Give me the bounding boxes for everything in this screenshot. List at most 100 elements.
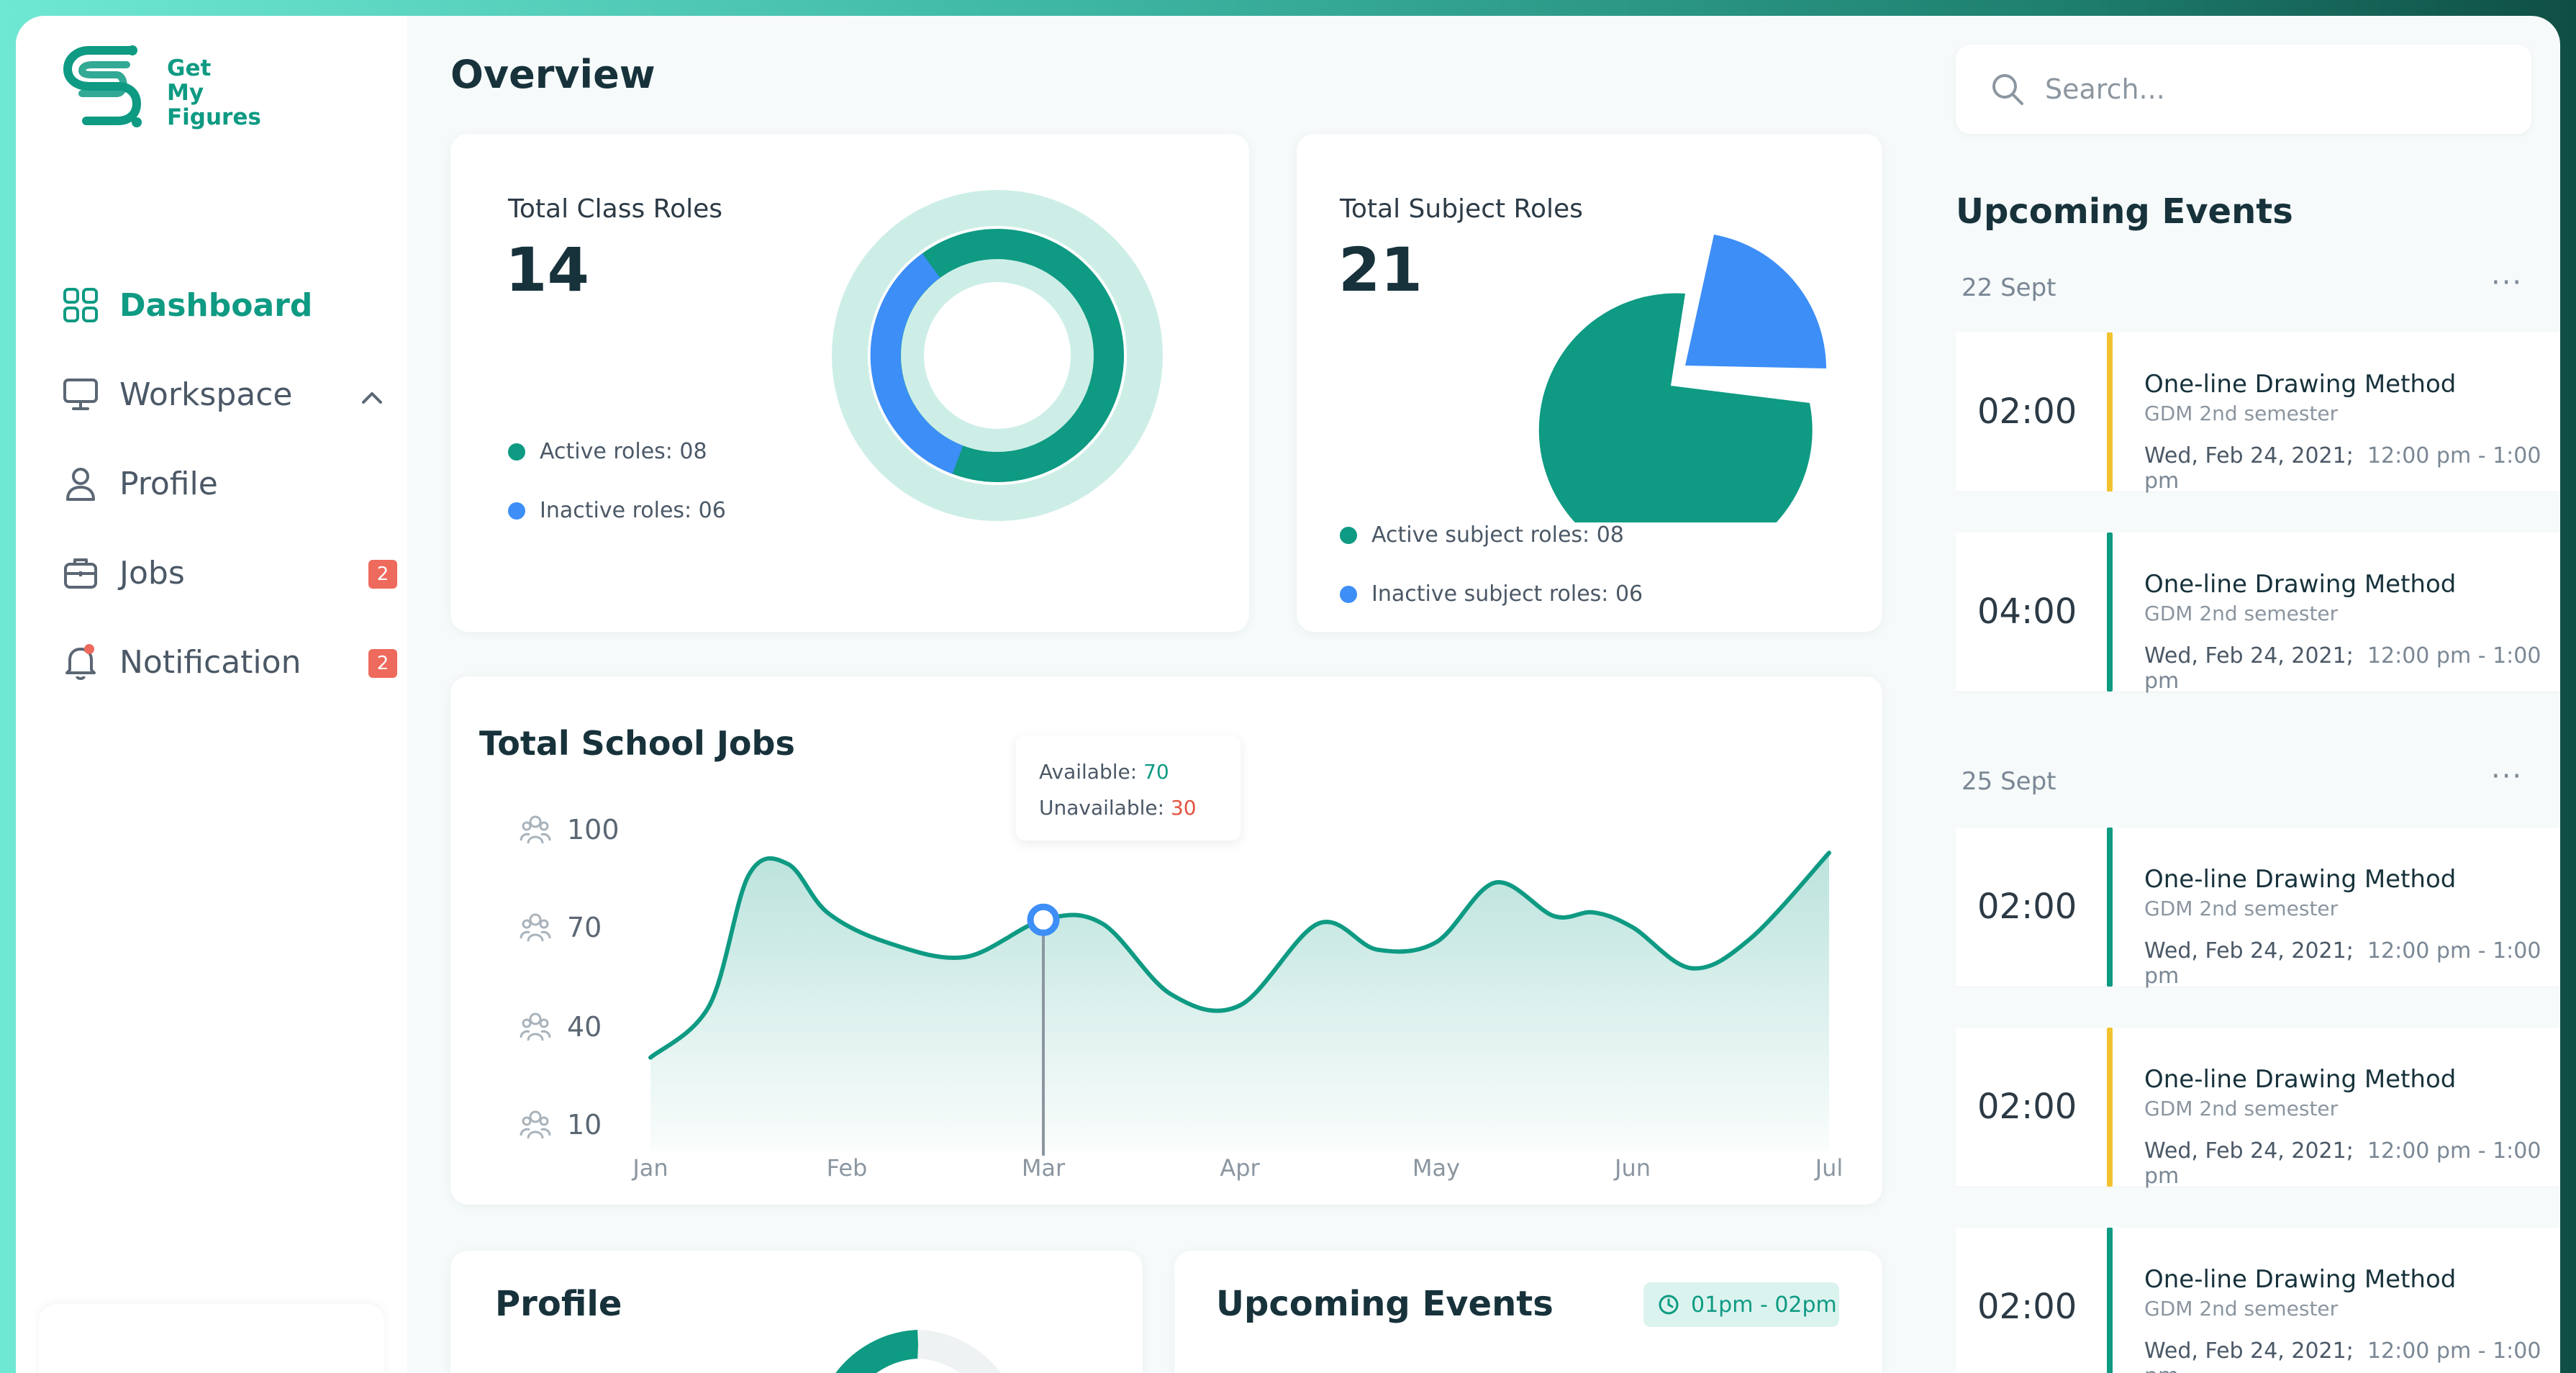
pie-active-slice bbox=[1538, 293, 1813, 522]
event-datetime: Wed, Feb 24, 2021; 12:00 pm - 1:00 pm bbox=[2144, 1338, 2560, 1373]
legend-dot-active bbox=[1340, 526, 1357, 544]
event-date: Wed, Feb 24, 2021; bbox=[2144, 443, 2354, 468]
time-range-label: 01pm - 02pm bbox=[1691, 1292, 1837, 1318]
user-icon bbox=[60, 463, 101, 504]
event-subtitle: GDM 2nd semester bbox=[2144, 402, 2339, 425]
profile-donut-segment bbox=[835, 1330, 920, 1373]
event-accent-bar bbox=[2107, 332, 2113, 491]
chart-tooltip: Available: 70 Unavailable: 30 bbox=[1016, 735, 1241, 840]
sidebar-item-label: Workspace bbox=[119, 376, 293, 413]
y-tick: 70 bbox=[520, 912, 602, 943]
legend-label: Inactive roles: 06 bbox=[540, 498, 726, 523]
class-roles-donut bbox=[832, 190, 1163, 521]
school-jobs-chart: 100 70 40 10 Jan Feb Mar Apr May Jun Jul bbox=[520, 814, 1843, 1182]
legend-label: Active roles: 08 bbox=[540, 439, 707, 464]
event-accent-bar bbox=[2107, 1028, 2113, 1187]
y-axis: 100 70 40 10 bbox=[520, 814, 620, 1141]
monitor-icon bbox=[60, 374, 101, 414]
tooltip-unavailable-label: Unavailable: bbox=[1039, 796, 1165, 820]
y-tick-label: 40 bbox=[567, 1011, 602, 1043]
event-title: One-line Drawing Method bbox=[2144, 1065, 2457, 1094]
event-date: Wed, Feb 24, 2021; bbox=[2144, 1338, 2354, 1364]
y-tick: 40 bbox=[520, 1011, 602, 1043]
tooltip-unavailable-value: 30 bbox=[1170, 796, 1197, 820]
event-subtitle: GDM 2nd semester bbox=[2144, 1097, 2339, 1120]
sidebar-item-label: Notification bbox=[119, 643, 301, 681]
logo-line-3: Figures bbox=[167, 104, 261, 130]
time-range-chip[interactable]: 01pm - 02pm bbox=[1643, 1282, 1839, 1327]
event-item[interactable]: 02:00 One-line Drawing Method GDM 2nd se… bbox=[1956, 1028, 2560, 1189]
tooltip-available-value: 70 bbox=[1143, 760, 1169, 784]
event-datetime: Wed, Feb 24, 2021; 12:00 pm - 1:00 pm bbox=[2144, 938, 2560, 989]
logo[interactable]: Get My Figures bbox=[60, 43, 261, 130]
events-title: Upcoming Events bbox=[1956, 191, 2293, 232]
event-title: One-line Drawing Method bbox=[2144, 370, 2457, 399]
chart-highlight-marker[interactable] bbox=[1027, 903, 1060, 936]
class-roles-title: Total Class Roles bbox=[508, 194, 723, 224]
users-icon bbox=[520, 815, 551, 844]
x-tick-label: Jan bbox=[631, 1154, 668, 1182]
legend-label: Active subject roles: 08 bbox=[1371, 522, 1624, 548]
event-time: 02:00 bbox=[1977, 1287, 2077, 1327]
subject-roles-pie bbox=[1538, 235, 1826, 522]
x-tick-label: Mar bbox=[1022, 1154, 1066, 1182]
event-group-date: 25 Sept bbox=[1962, 767, 2056, 796]
event-datetime: Wed, Feb 24, 2021; 12:00 pm - 1:00 pm bbox=[2144, 643, 2560, 694]
chevron-up-icon[interactable] bbox=[360, 381, 384, 418]
event-hours: 12:00 pm - 1:00 pm bbox=[2144, 443, 2541, 494]
search-box[interactable] bbox=[1956, 45, 2531, 134]
x-tick-label: May bbox=[1412, 1154, 1460, 1182]
donut-halo bbox=[832, 190, 1163, 521]
subject-roles-title: Total Subject Roles bbox=[1340, 194, 1583, 224]
chart-area-fill bbox=[650, 853, 1829, 1151]
bell-icon bbox=[60, 642, 101, 682]
event-time: 04:00 bbox=[1977, 592, 2077, 632]
event-title: One-line Drawing Method bbox=[2144, 865, 2457, 894]
x-axis: Jan Feb Mar Apr May Jun Jul bbox=[631, 1154, 1843, 1182]
event-accent-bar bbox=[2107, 1228, 2113, 1373]
event-item[interactable]: 02:00 One-line Drawing Method GDM 2nd se… bbox=[1956, 332, 2560, 494]
event-item[interactable]: 02:00 One-line Drawing Method GDM 2nd se… bbox=[1956, 1228, 2560, 1373]
pie-inactive-slice bbox=[1685, 235, 1826, 368]
notification-badge: 2 bbox=[368, 649, 397, 678]
legend-active-roles: Active roles: 08 bbox=[508, 439, 707, 464]
subject-roles-card: Total Subject Roles 21 Active subject ro… bbox=[1297, 134, 1882, 632]
class-roles-total: 14 bbox=[505, 235, 589, 305]
event-time: 02:00 bbox=[1977, 391, 2077, 432]
more-options-icon[interactable]: ··· bbox=[2491, 266, 2523, 299]
sidebar-item-label: Profile bbox=[119, 465, 218, 502]
page-title: Overview bbox=[450, 52, 656, 97]
x-tick-label: Jun bbox=[1613, 1154, 1651, 1182]
x-tick-label: Jul bbox=[1814, 1154, 1843, 1182]
event-date: Wed, Feb 24, 2021; bbox=[2144, 643, 2354, 669]
y-tick-label: 70 bbox=[567, 912, 602, 943]
logo-line-2: My bbox=[167, 80, 204, 106]
subject-roles-total: 21 bbox=[1338, 235, 1423, 305]
legend-label: Inactive subject roles: 06 bbox=[1371, 581, 1643, 607]
legend-dot-active bbox=[508, 443, 525, 461]
sidebar-item-notification[interactable]: Notification 2 bbox=[60, 617, 399, 707]
sidebar-footer-card bbox=[39, 1304, 384, 1373]
sidebar-item-dashboard[interactable]: Dashboard bbox=[60, 260, 399, 350]
event-title: One-line Drawing Method bbox=[2144, 570, 2457, 599]
sidebar-item-label: Dashboard bbox=[119, 286, 313, 324]
y-tick: 100 bbox=[520, 814, 620, 846]
upcoming-card-title: Upcoming Events bbox=[1216, 1284, 1554, 1324]
event-item[interactable]: 02:00 One-line Drawing Method GDM 2nd se… bbox=[1956, 828, 2560, 989]
tooltip-available-label: Available: bbox=[1039, 760, 1138, 784]
event-item[interactable]: 04:00 One-line Drawing Method GDM 2nd se… bbox=[1956, 533, 2560, 694]
event-title: One-line Drawing Method bbox=[2144, 1265, 2457, 1294]
logo-mark-icon bbox=[63, 45, 142, 127]
sidebar-item-jobs[interactable]: Jobs 2 bbox=[60, 528, 399, 617]
sidebar-item-profile[interactable]: Profile bbox=[60, 439, 399, 528]
more-options-icon[interactable]: ··· bbox=[2491, 760, 2523, 793]
users-icon bbox=[520, 1012, 551, 1041]
grid-icon bbox=[60, 285, 101, 325]
search-input[interactable] bbox=[2045, 73, 2477, 105]
event-subtitle: GDM 2nd semester bbox=[2144, 602, 2339, 625]
logo-line-1: Get bbox=[167, 55, 212, 81]
donut-inactive-segment bbox=[870, 253, 963, 474]
tooltip-unavailable: Unavailable: 30 bbox=[1039, 790, 1217, 826]
sidebar-item-workspace[interactable]: Workspace bbox=[60, 350, 399, 439]
sidebar: Get My Figures Dashboard bbox=[16, 16, 407, 1373]
